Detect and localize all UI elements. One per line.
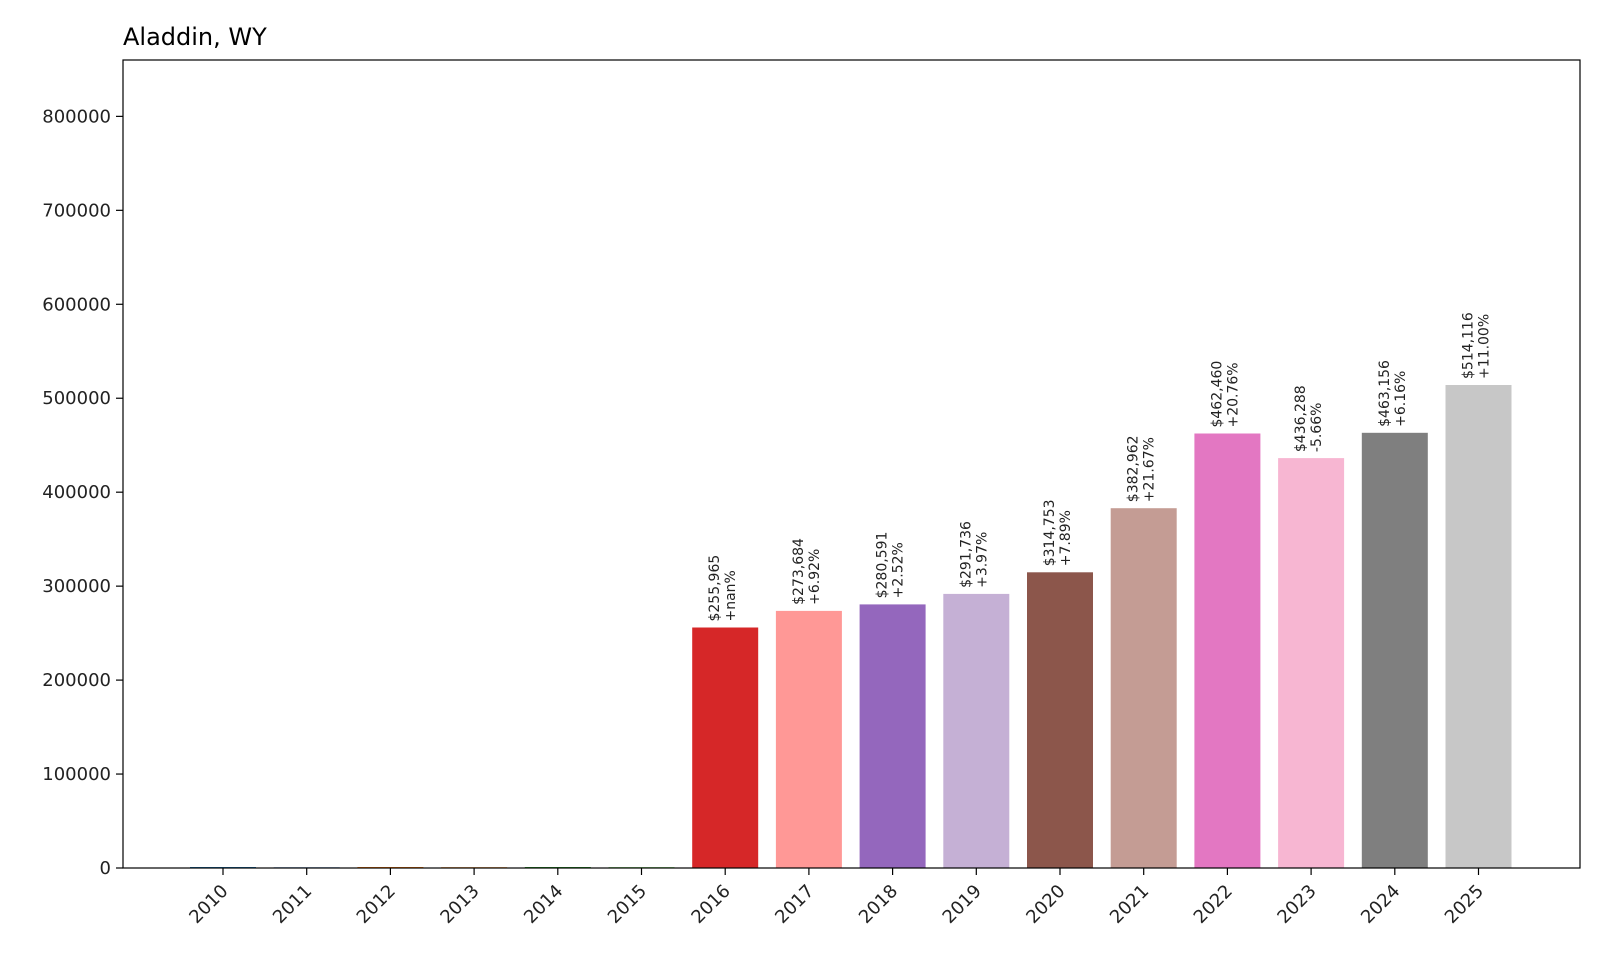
x-tick-label-2023: 2023 [1273, 881, 1320, 928]
change-label-2023: -5.66% [1309, 403, 1325, 453]
y-tick-label: 200000 [42, 670, 111, 691]
bar-2017 [775, 610, 842, 868]
y-tick-label: 400000 [42, 482, 111, 503]
x-tick-label-2017: 2017 [771, 881, 818, 928]
x-tick-label-2014: 2014 [520, 881, 567, 928]
bar-2022 [1194, 433, 1261, 868]
x-tick-label-2020: 2020 [1022, 881, 1069, 928]
x-tick-label-2011: 2011 [269, 881, 316, 928]
bar-2025 [1445, 385, 1512, 868]
y-tick-label: 100000 [42, 764, 111, 785]
bar-2023 [1278, 458, 1345, 868]
value-label-2020: $314,753 [1042, 499, 1058, 566]
y-tick-label: 600000 [42, 294, 111, 315]
x-tick-label-2021: 2021 [1106, 881, 1153, 928]
value-label-2017: $273,684 [791, 538, 807, 605]
y-tick-label: 300000 [42, 576, 111, 597]
value-label-2023: $436,288 [1293, 385, 1309, 452]
x-tick-label-2010: 2010 [185, 881, 232, 928]
value-label-2016: $255,965 [707, 555, 723, 622]
plot-area: $255,965 +nan% $273,684 +6.92% $280,591 +2.52… [42, 59, 1581, 928]
bar-2024 [1361, 432, 1428, 868]
change-label-2017: +6.92% [807, 549, 823, 605]
y-tick-label: 800000 [42, 106, 111, 127]
change-label-2019: +3.97% [974, 532, 990, 588]
value-label-2024: $463,156 [1377, 360, 1393, 427]
y-tick-label: 500000 [42, 388, 111, 409]
x-tick-label-2012: 2012 [353, 881, 400, 928]
change-label-2018: +2.52% [891, 542, 907, 598]
x-tick-label-2019: 2019 [939, 881, 986, 928]
value-label-2022: $462,460 [1209, 361, 1225, 428]
bar-2019 [943, 593, 1010, 868]
x-tick-label-2024: 2024 [1357, 881, 1404, 928]
y-tick-label: 0 [100, 858, 111, 879]
bar-2021 [1110, 508, 1177, 868]
y-tick-label: 700000 [42, 200, 111, 221]
change-label-2021: +21.67% [1142, 437, 1158, 502]
x-tick-label-2015: 2015 [604, 881, 651, 928]
x-tick-label-2016: 2016 [687, 881, 734, 928]
x-tick-label-2018: 2018 [855, 881, 902, 928]
change-label-2025: +11.00% [1477, 314, 1493, 379]
x-tick-label-2025: 2025 [1441, 881, 1488, 928]
change-label-2016: +nan% [723, 570, 739, 621]
value-label-2019: $291,736 [958, 521, 974, 588]
value-label-2021: $382,962 [1126, 435, 1142, 502]
change-label-2020: +7.89% [1058, 510, 1074, 566]
x-tick-label-2022: 2022 [1190, 881, 1237, 928]
bar-2016 [692, 627, 759, 868]
change-label-2024: +6.16% [1393, 371, 1409, 427]
x-tick-label-2013: 2013 [436, 881, 483, 928]
value-label-2018: $280,591 [875, 532, 891, 599]
change-label-2022: +20.76% [1225, 362, 1241, 427]
bar-2018 [859, 604, 926, 868]
value-label-2025: $514,116 [1461, 312, 1477, 379]
axes-frame [122, 59, 1581, 869]
bar-2020 [1027, 572, 1093, 868]
chart-title: Aladdin, WY [123, 23, 267, 51]
